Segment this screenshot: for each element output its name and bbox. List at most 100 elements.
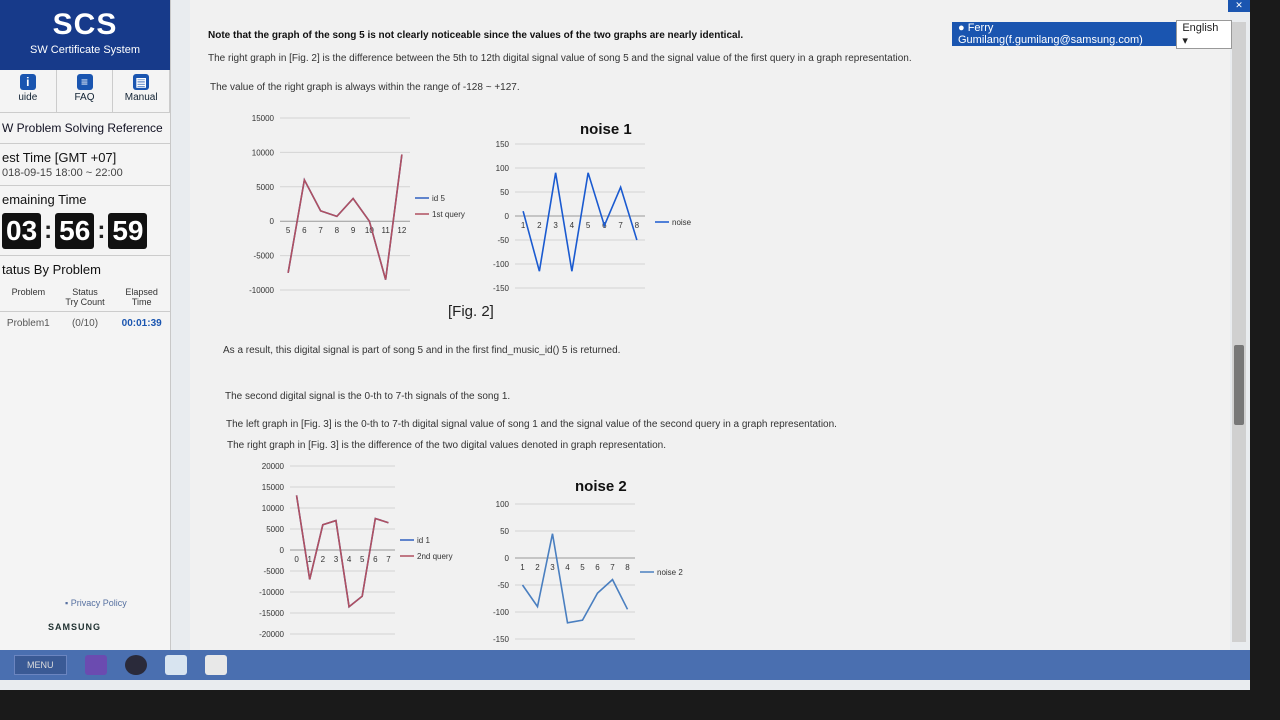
timer-hours: 03 — [2, 213, 42, 249]
y-tick-label: 10000 — [252, 148, 275, 157]
language-value: English — [1182, 21, 1219, 34]
x-tick-label: 12 — [397, 226, 406, 235]
x-tick-label: 6 — [302, 226, 307, 235]
browser-icon[interactable] — [124, 655, 147, 675]
chart-song5-query1: 15000 10000 5000 0 -5000 -10000 5 6 7 8 9 10 11 12 id … — [249, 114, 465, 295]
y-tick-label: 150 — [496, 140, 510, 149]
y-tick-label: 5000 — [256, 183, 274, 192]
x-tick-label: 2 — [535, 563, 540, 572]
y-tick-label: 0 — [505, 212, 510, 221]
privacy-policy-label: Privacy Policy — [70, 598, 127, 608]
reference-link[interactable]: W Problem Solving Reference — [0, 113, 170, 144]
x-tick-label: 4 — [565, 563, 570, 572]
x-tick-label: 7 — [318, 226, 323, 235]
sidebar: SCS SW Certificate System i uide ≡ FAQ ▤… — [0, 0, 171, 650]
paragraph-left-graph-fig3: The left graph in [Fig. 3] is the 0-th t… — [226, 419, 837, 430]
paragraph-note: Note that the graph of the song 5 is not… — [208, 30, 744, 41]
x-tick-label: 2 — [321, 555, 326, 564]
test-time-section: est Time [GMT +07] 018-09-15 18:00 ~ 22:… — [0, 144, 170, 186]
series-line — [287, 154, 403, 280]
test-time-title: est Time [GMT +07] — [2, 150, 117, 165]
y-tick-label: 100 — [496, 164, 510, 173]
user-icon: ● — [958, 22, 968, 34]
y-tick-label: 5000 — [266, 525, 284, 534]
x-tick-label: 7 — [618, 221, 623, 230]
document-icon[interactable] — [204, 655, 227, 675]
series-line — [287, 154, 403, 280]
paragraph-range: The value of the right graph is always w… — [210, 82, 520, 93]
chart-noise2: 100 50 0 -50 -100 -150 1 2 3 4 5 6 7 8 noise 2 — [493, 500, 683, 644]
y-tick-label: 10000 — [262, 504, 285, 513]
faq-button[interactable]: ≡ FAQ — [57, 70, 114, 112]
logo-subtitle: SW Certificate System — [29, 44, 141, 56]
x-tick-label: 8 — [635, 221, 640, 230]
screen: Note that the graph of the song 5 is not… — [0, 0, 1250, 690]
status-section: tatus By Problem — [0, 256, 170, 283]
x-tick-label: 4 — [570, 221, 575, 230]
privacy-policy-link[interactable]: ▪ Privacy Policy — [65, 598, 127, 608]
x-tick-label: 3 — [553, 221, 558, 230]
y-tick-label: -10000 — [249, 286, 274, 295]
notepad-icon[interactable] — [164, 655, 187, 675]
series-line — [521, 533, 629, 624]
y-tick-label: -50 — [497, 581, 509, 590]
y-tick-label: -5000 — [264, 567, 285, 576]
legend-label: noise — [672, 218, 692, 227]
y-tick-label: 50 — [500, 527, 509, 536]
chart-song1-query2: 20000 15000 10000 5000 0 -5000 -10000 -15000 -20… — [259, 462, 453, 639]
guide-button[interactable]: i uide — [0, 70, 57, 112]
y-tick-label: -20000 — [259, 630, 284, 639]
status-row-problem1[interactable]: Problem1 (0/10) 00:01:39 — [0, 312, 170, 335]
y-tick-label: 20000 — [262, 462, 285, 471]
x-tick-label: 5 — [586, 221, 591, 230]
remaining-time-section: emaining Time 03 : 56 : 59 — [0, 186, 170, 256]
x-tick-label: 10 — [365, 226, 374, 235]
taskbar-menu-button[interactable]: MENU — [14, 655, 67, 675]
y-tick-label: -100 — [493, 260, 510, 269]
remaining-time-title: emaining Time — [2, 192, 87, 207]
manual-icon: ▤ — [133, 74, 150, 90]
footer-brand: SAMSUNG — [48, 622, 102, 632]
manual-button[interactable]: ▤ Manual — [113, 70, 171, 112]
chart-noise1-title: noise 1 — [580, 121, 632, 138]
legend-label: noise 2 — [657, 568, 683, 577]
paragraph-result: As a result, this digital signal is part… — [223, 345, 621, 356]
x-tick-label: 1 — [521, 221, 526, 230]
legend-label: 1st query — [432, 210, 465, 219]
scrollbar-thumb[interactable] — [1234, 345, 1244, 425]
y-tick-label: 100 — [496, 500, 510, 509]
x-tick-label: 1 — [520, 563, 525, 572]
series-line — [295, 495, 389, 609]
y-tick-label: 0 — [505, 554, 510, 563]
logo[interactable]: SCS SW Certificate System — [0, 0, 170, 70]
sidebar-icon-row: i uide ≡ FAQ ▤ Manual — [0, 70, 171, 113]
status-problem-name: Problem1 — [6, 318, 50, 329]
x-tick-label: 1 — [307, 555, 312, 564]
legend-label: 2nd query — [417, 552, 453, 561]
figure2-caption: [Fig. 2] — [448, 303, 494, 320]
visual-studio-icon[interactable] — [84, 655, 107, 675]
user-info[interactable]: ● Ferry Gumilang(f.gumilang@samsung.com) — [958, 22, 1176, 46]
x-tick-label: 11 — [381, 226, 390, 235]
vertical-scrollbar[interactable] — [1232, 22, 1246, 642]
window-close-button[interactable]: ✕ — [1228, 0, 1250, 12]
y-tick-label: -150 — [493, 635, 510, 644]
status-col-elapsed: Elapsed Time — [125, 287, 158, 307]
status-table-header: Problem Status Try Count Elapsed Time — [0, 283, 170, 312]
y-tick-label: 15000 — [252, 114, 275, 123]
user-bar: ● Ferry Gumilang(f.gumilang@samsung.com)… — [952, 19, 1238, 49]
paragraph-right-graph-fig3: The right graph in [Fig. 3] is the diffe… — [227, 440, 666, 451]
x-tick-label: 6 — [595, 563, 600, 572]
status-title: tatus By Problem — [2, 262, 101, 277]
x-tick-label: 5 — [286, 226, 291, 235]
x-tick-label: 6 — [373, 555, 378, 564]
series-line — [295, 495, 389, 609]
x-tick-label: 7 — [386, 555, 391, 564]
y-tick-label: -100 — [493, 608, 510, 617]
language-select[interactable]: English ▾ — [1176, 19, 1232, 49]
timer-seconds: 59 — [108, 213, 148, 249]
manual-label: Manual — [124, 92, 158, 103]
chart-noise2-title: noise 2 — [575, 478, 627, 495]
close-icon: ✕ — [1235, 0, 1243, 10]
